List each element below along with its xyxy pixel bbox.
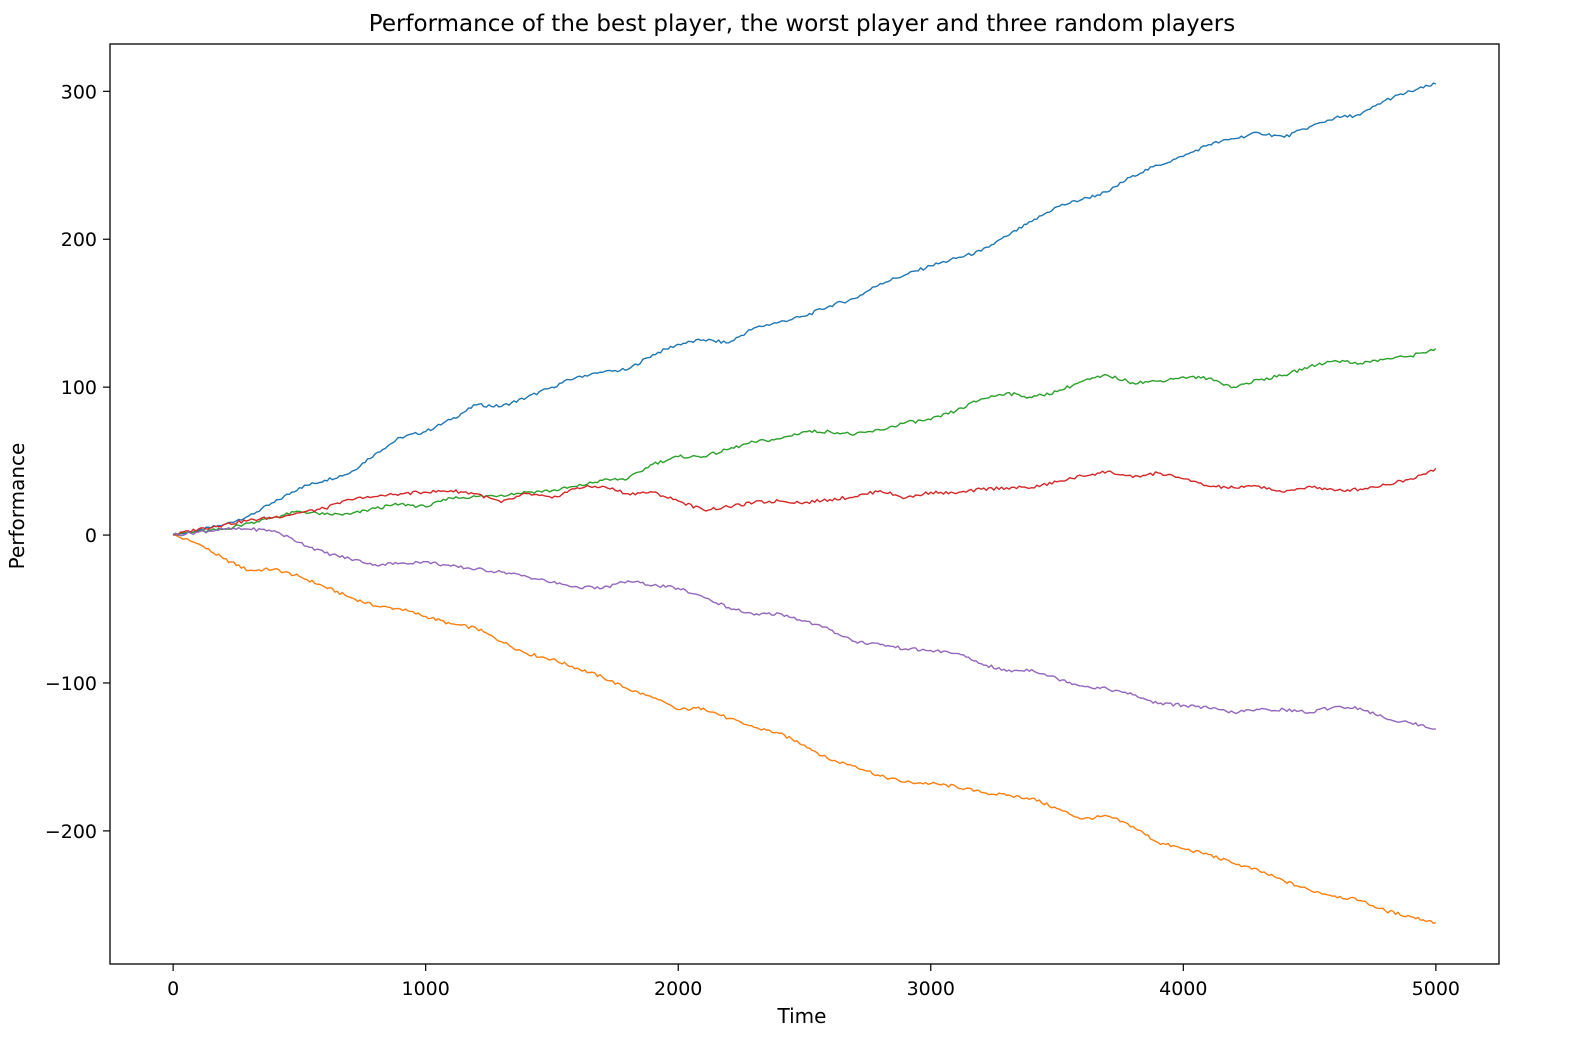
x-tick-label: 0	[167, 978, 179, 1000]
x-tick-label: 4000	[1159, 978, 1207, 1000]
series-line-4	[173, 468, 1437, 536]
y-tick-label: 200	[61, 229, 97, 251]
x-tick-label: 5000	[1412, 978, 1460, 1000]
series-line-2	[173, 534, 1437, 925]
plot-frame	[109, 43, 1500, 965]
chart-title: Performance of the best player, the wors…	[369, 11, 1235, 37]
y-tick-label: 300	[61, 81, 97, 103]
y-tick-label: −100	[45, 673, 97, 695]
y-axis: −200 −100 0 100 200 300	[45, 81, 110, 843]
series-line-1	[172, 82, 1437, 537]
x-tick-label: 1000	[402, 978, 450, 1000]
y-tick-label: 0	[85, 525, 97, 547]
y-tick-label: 100	[61, 377, 97, 399]
x-tick-label: 2000	[654, 978, 702, 1000]
x-tick-label: 3000	[907, 978, 955, 1000]
x-axis: 0 1000 2000 3000 4000 5000	[167, 964, 1460, 1000]
x-axis-title: Time	[777, 1004, 827, 1028]
y-tick-label: −200	[45, 821, 97, 843]
y-axis-title: Performance	[5, 443, 29, 570]
series-line-5	[172, 526, 1436, 730]
series-line-3	[172, 348, 1437, 536]
plot-layer	[172, 82, 1437, 925]
